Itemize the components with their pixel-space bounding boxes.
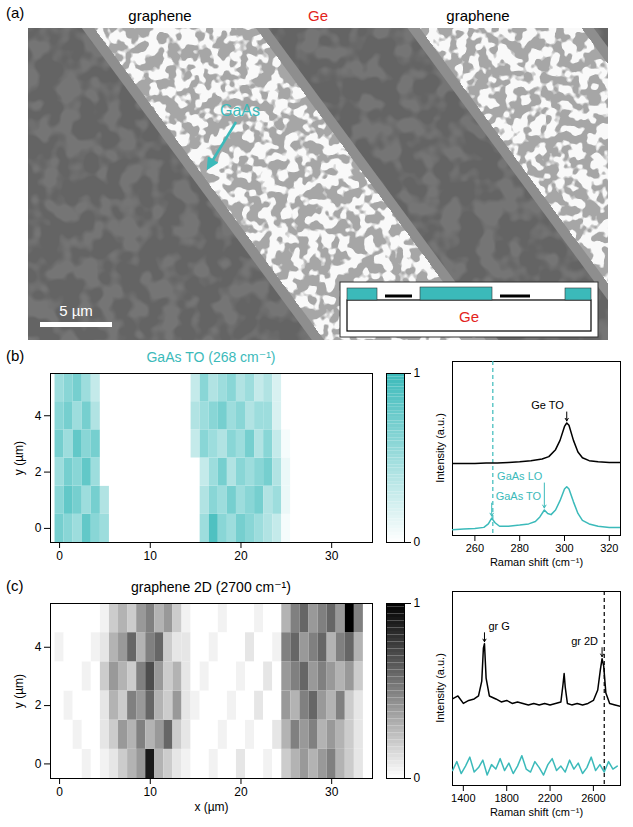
svg-text:20: 20 xyxy=(234,785,248,799)
svg-text:GaAs: GaAs xyxy=(220,102,260,119)
svg-text:0: 0 xyxy=(35,521,42,535)
svg-text:10: 10 xyxy=(144,785,158,799)
svg-text:0: 0 xyxy=(56,549,63,563)
svg-text:300: 300 xyxy=(555,542,573,554)
svg-text:30: 30 xyxy=(325,549,339,563)
html-text:(c): (c) xyxy=(6,577,24,594)
svg-text:20: 20 xyxy=(234,549,248,563)
svg-text:1800: 1800 xyxy=(494,792,518,804)
html-text:graphene 2D (2700 cm⁻¹): graphene 2D (2700 cm⁻¹) xyxy=(131,579,291,595)
svg-text:10: 10 xyxy=(144,549,158,563)
svg-text:0: 0 xyxy=(414,771,421,785)
svg-text:GaAs LO: GaAs LO xyxy=(497,470,543,482)
svg-text:1: 1 xyxy=(414,597,421,610)
svg-text:y (µm): y (µm) xyxy=(12,441,26,475)
svg-text:gr G: gr G xyxy=(488,620,509,632)
svg-text:Ge: Ge xyxy=(308,7,328,24)
svg-text:4: 4 xyxy=(35,409,42,423)
svg-text:graphene: graphene xyxy=(446,7,509,24)
svg-text:320: 320 xyxy=(600,542,618,554)
svg-text:gr 2D: gr 2D xyxy=(571,635,598,647)
svg-text:4: 4 xyxy=(35,640,42,654)
svg-text:0: 0 xyxy=(414,535,421,549)
svg-text:2600: 2600 xyxy=(581,792,605,804)
svg-text:1400: 1400 xyxy=(451,792,475,804)
svg-text:y (µm): y (µm) xyxy=(12,674,26,708)
svg-text:Raman shift (cm⁻¹): Raman shift (cm⁻¹) xyxy=(490,806,583,818)
svg-text:2: 2 xyxy=(35,465,42,479)
svg-text:(a): (a) xyxy=(6,4,24,21)
svg-text:280: 280 xyxy=(511,542,529,554)
svg-text:30: 30 xyxy=(325,785,339,799)
svg-text:x (µm): x (µm) xyxy=(194,800,228,814)
html-text:GaAs TO (268 cm⁻¹): GaAs TO (268 cm⁻¹) xyxy=(146,349,276,365)
svg-text:0: 0 xyxy=(56,785,63,799)
svg-text:Ge: Ge xyxy=(459,308,479,325)
svg-text:Raman shift (cm⁻¹): Raman shift (cm⁻¹) xyxy=(490,556,583,568)
svg-text:5 µm: 5 µm xyxy=(59,302,93,319)
svg-text:GaAs TO: GaAs TO xyxy=(496,490,542,502)
svg-text:2: 2 xyxy=(35,698,42,712)
svg-text:Ge TO: Ge TO xyxy=(531,399,564,411)
html-text:(b): (b) xyxy=(6,347,25,364)
html-text:Intensity (a.u.): Intensity (a.u.) xyxy=(434,413,446,483)
svg-text:2200: 2200 xyxy=(538,792,562,804)
svg-text:0: 0 xyxy=(35,757,42,771)
svg-text:260: 260 xyxy=(466,542,484,554)
svg-text:1: 1 xyxy=(414,367,421,380)
svg-text:graphene: graphene xyxy=(128,7,191,24)
html-text:Intensity (a.u.): Intensity (a.u.) xyxy=(434,653,446,723)
